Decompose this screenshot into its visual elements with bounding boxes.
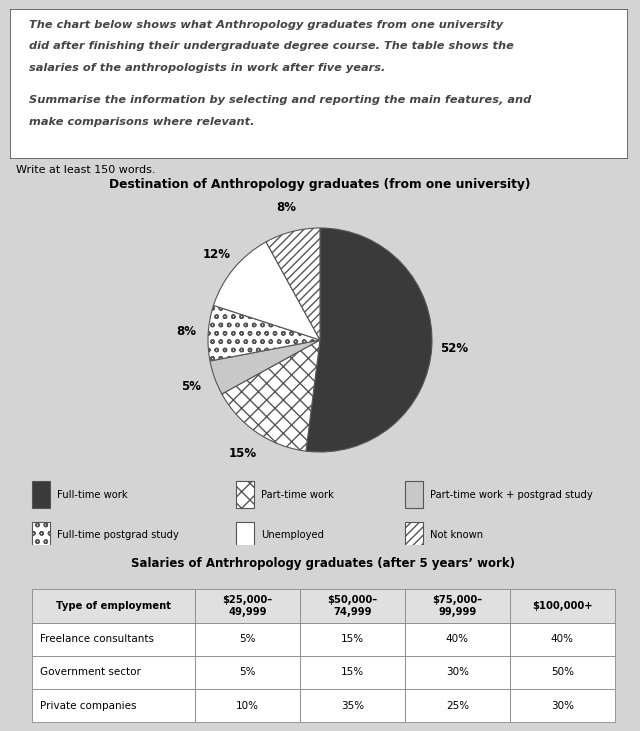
Text: Not known: Not known bbox=[430, 530, 483, 540]
Bar bbox=[405, 656, 510, 689]
Bar bbox=[195, 689, 300, 722]
Bar bbox=[300, 623, 405, 656]
Bar bbox=[31, 521, 50, 548]
Text: $100,000+: $100,000+ bbox=[532, 601, 593, 611]
Bar bbox=[31, 481, 50, 508]
Text: Full-time postgrad study: Full-time postgrad study bbox=[57, 530, 179, 540]
Wedge shape bbox=[210, 340, 320, 394]
Text: Part-time work: Part-time work bbox=[261, 490, 334, 500]
Text: Part-time work + postgrad study: Part-time work + postgrad study bbox=[430, 490, 593, 500]
Bar bbox=[300, 656, 405, 689]
Bar bbox=[510, 656, 615, 689]
Text: $50,000–
74,999: $50,000– 74,999 bbox=[327, 595, 378, 617]
Wedge shape bbox=[306, 228, 432, 452]
Wedge shape bbox=[222, 340, 320, 451]
Bar bbox=[195, 623, 300, 656]
Bar bbox=[404, 521, 422, 548]
Text: 12%: 12% bbox=[202, 248, 230, 261]
Bar bbox=[404, 481, 422, 508]
Text: $75,000–
99,999: $75,000– 99,999 bbox=[432, 595, 483, 617]
Bar bbox=[31, 623, 195, 656]
Wedge shape bbox=[214, 242, 320, 340]
Bar bbox=[405, 623, 510, 656]
Text: 30%: 30% bbox=[446, 667, 469, 678]
Text: 8%: 8% bbox=[176, 325, 196, 338]
Bar bbox=[31, 689, 195, 722]
Bar bbox=[510, 623, 615, 656]
Text: salaries of the anthropologists in work after five years.: salaries of the anthropologists in work … bbox=[29, 63, 385, 73]
Bar bbox=[405, 589, 510, 623]
Text: Destination of Anthropology graduates (from one university): Destination of Anthropology graduates (f… bbox=[109, 178, 531, 191]
Text: 8%: 8% bbox=[276, 201, 296, 214]
Text: Government sector: Government sector bbox=[40, 667, 141, 678]
Wedge shape bbox=[266, 228, 320, 340]
Text: 5%: 5% bbox=[181, 380, 202, 393]
Text: Salaries of Antrhropology graduates (after 5 years’ work): Salaries of Antrhropology graduates (aft… bbox=[131, 557, 515, 569]
Text: did after finishing their undergraduate degree course. The table shows the: did after finishing their undergraduate … bbox=[29, 41, 513, 51]
Text: 40%: 40% bbox=[551, 635, 574, 644]
Text: The chart below shows what Anthropology graduates from one university: The chart below shows what Anthropology … bbox=[29, 20, 502, 29]
Text: 35%: 35% bbox=[341, 700, 364, 711]
Bar bbox=[195, 656, 300, 689]
Bar bbox=[300, 689, 405, 722]
Wedge shape bbox=[208, 306, 320, 361]
Text: 40%: 40% bbox=[446, 635, 469, 644]
Text: 10%: 10% bbox=[236, 700, 259, 711]
Text: Full-time work: Full-time work bbox=[57, 490, 127, 500]
Bar bbox=[510, 689, 615, 722]
Bar bbox=[31, 589, 195, 623]
Text: 52%: 52% bbox=[440, 342, 468, 355]
Text: 30%: 30% bbox=[551, 700, 574, 711]
Text: 5%: 5% bbox=[239, 635, 255, 644]
Bar bbox=[510, 589, 615, 623]
Bar bbox=[236, 521, 254, 548]
Text: 15%: 15% bbox=[229, 447, 257, 460]
Text: 25%: 25% bbox=[446, 700, 469, 711]
Text: Freelance consultants: Freelance consultants bbox=[40, 635, 154, 644]
Bar bbox=[236, 481, 254, 508]
Bar bbox=[31, 656, 195, 689]
Bar bbox=[195, 589, 300, 623]
Text: Write at least 150 words.: Write at least 150 words. bbox=[16, 165, 156, 175]
Text: make comparisons where relevant.: make comparisons where relevant. bbox=[29, 117, 254, 127]
Text: Unemployed: Unemployed bbox=[261, 530, 324, 540]
Text: Summarise the information by selecting and reporting the main features, and: Summarise the information by selecting a… bbox=[29, 95, 531, 105]
Text: 50%: 50% bbox=[551, 667, 574, 678]
Bar bbox=[300, 589, 405, 623]
Text: Private companies: Private companies bbox=[40, 700, 137, 711]
Text: 15%: 15% bbox=[341, 635, 364, 644]
Text: 5%: 5% bbox=[239, 667, 255, 678]
Text: 15%: 15% bbox=[341, 667, 364, 678]
Text: $25,000–
49,999: $25,000– 49,999 bbox=[222, 595, 273, 617]
Text: Type of employment: Type of employment bbox=[56, 601, 171, 611]
Bar bbox=[405, 689, 510, 722]
